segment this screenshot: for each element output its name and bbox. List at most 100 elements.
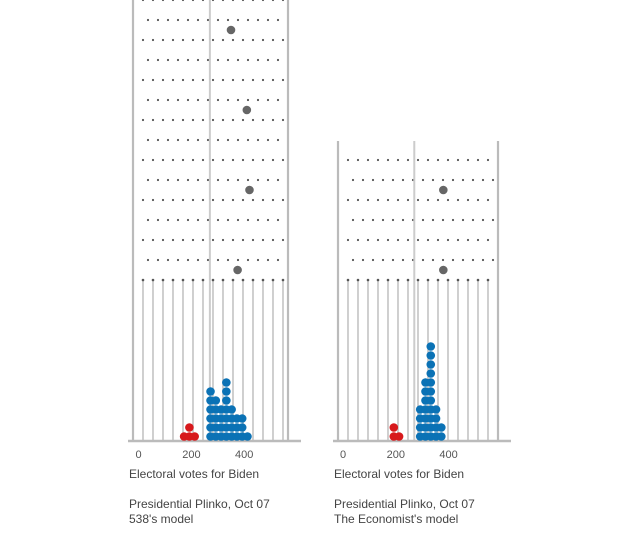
plinko-peg-538 <box>266 18 270 22</box>
plinko-peg-538 <box>146 218 150 222</box>
plinko-peg-economist <box>376 238 380 242</box>
plinko-peg-538 <box>151 198 155 202</box>
plinko-peg-economist <box>386 198 390 202</box>
plinko-peg-economist <box>481 178 485 182</box>
plinko-peg-538 <box>276 98 280 102</box>
plinko-peg-538 <box>276 218 280 222</box>
plinko-peg-538 <box>241 38 245 42</box>
plinko-peg-538 <box>201 118 205 122</box>
plinko-peg-538 <box>161 198 165 202</box>
divider-peg-economist <box>416 278 420 282</box>
plinko-peg-538 <box>171 78 175 82</box>
plinko-peg-economist <box>391 178 395 182</box>
plinko-peg-538 <box>261 198 265 202</box>
plinko-peg-economist <box>491 178 495 182</box>
plinko-peg-economist <box>441 218 445 222</box>
plinko-peg-538 <box>201 198 205 202</box>
plinko-peg-economist <box>486 198 490 202</box>
plinko-peg-economist <box>436 198 440 202</box>
plinko-peg-538 <box>251 118 255 122</box>
plinko-peg-538 <box>181 158 185 162</box>
plinko-peg-538 <box>256 18 260 22</box>
plinko-peg-538 <box>146 178 150 182</box>
plinko-peg-economist <box>361 218 365 222</box>
plinko-peg-economist <box>416 158 420 162</box>
plinko-peg-economist <box>386 158 390 162</box>
plinko-peg-538 <box>256 58 260 62</box>
plinko-peg-538 <box>256 178 260 182</box>
plinko-peg-economist <box>461 258 465 262</box>
plinko-peg-538 <box>141 238 145 242</box>
plinko-peg-538 <box>161 158 165 162</box>
plinko-peg-538 <box>251 38 255 42</box>
plinko-peg-538 <box>151 118 155 122</box>
plinko-peg-538 <box>271 238 275 242</box>
plinko-peg-economist <box>356 158 360 162</box>
chart-title-538: Presidential Plinko, Oct 07 <box>129 497 270 511</box>
x-tick-label-economist: 400 <box>439 449 457 461</box>
plinko-peg-economist <box>456 238 460 242</box>
plinko-peg-538 <box>226 138 230 142</box>
plinko-peg-538 <box>186 138 190 142</box>
plinko-peg-538 <box>271 158 275 162</box>
outcome-ball-economist <box>426 351 436 360</box>
plinko-peg-538 <box>206 218 210 222</box>
plinko-peg-economist <box>431 178 435 182</box>
outcome-ball-538 <box>206 387 215 396</box>
plinko-peg-538 <box>166 18 170 22</box>
plinko-peg-538 <box>141 78 145 82</box>
plinko-peg-economist <box>356 198 360 202</box>
plinko-peg-538 <box>141 118 145 122</box>
plinko-peg-538 <box>206 98 210 102</box>
plinko-peg-538 <box>171 158 175 162</box>
plinko-peg-economist <box>426 198 430 202</box>
divider-peg-538 <box>251 278 255 282</box>
divider-peg-economist <box>346 278 350 282</box>
plinko-peg-538 <box>206 58 210 62</box>
divider-peg-economist <box>376 278 380 282</box>
plinko-peg-538 <box>241 198 245 202</box>
outcome-ball-economist <box>437 423 446 432</box>
plinko-peg-538 <box>206 258 210 262</box>
plinko-peg-538 <box>231 238 235 242</box>
outcome-ball-538 <box>222 387 231 396</box>
plinko-peg-538 <box>166 178 170 182</box>
divider-peg-economist <box>366 278 370 282</box>
plinko-peg-economist <box>351 218 355 222</box>
divider-peg-economist <box>476 278 480 282</box>
plinko-peg-538 <box>166 98 170 102</box>
plinko-peg-538 <box>236 258 240 262</box>
plinko-peg-538 <box>211 198 215 202</box>
plinko-peg-538 <box>166 258 170 262</box>
plinko-peg-economist <box>376 198 380 202</box>
plinko-peg-538 <box>226 218 230 222</box>
plinko-peg-538 <box>226 98 230 102</box>
plinko-peg-economist <box>441 258 445 262</box>
plinko-peg-538 <box>256 258 260 262</box>
plinko-peg-538 <box>181 238 185 242</box>
plinko-peg-538 <box>221 198 225 202</box>
plinko-peg-538 <box>186 98 190 102</box>
plinko-peg-economist <box>406 158 410 162</box>
divider-peg-economist <box>456 278 460 282</box>
plinko-peg-538 <box>156 258 160 262</box>
plinko-peg-538 <box>276 58 280 62</box>
plinko-peg-538 <box>141 158 145 162</box>
plinko-peg-economist <box>371 258 375 262</box>
plinko-peg-538 <box>196 58 200 62</box>
plinko-peg-economist <box>376 158 380 162</box>
plinko-peg-economist <box>471 178 475 182</box>
divider-peg-538 <box>211 278 215 282</box>
plinko-peg-538 <box>176 58 180 62</box>
divider-peg-economist <box>436 278 440 282</box>
plinko-peg-538 <box>206 138 210 142</box>
plinko-peg-538 <box>266 258 270 262</box>
plinko-peg-538 <box>231 118 235 122</box>
plinko-peg-538 <box>246 58 250 62</box>
plinko-peg-538 <box>186 18 190 22</box>
plinko-peg-538 <box>276 18 280 22</box>
plinko-peg-538 <box>226 178 230 182</box>
plinko-peg-economist <box>381 258 385 262</box>
plinko-peg-538 <box>236 138 240 142</box>
plinko-peg-538 <box>261 238 265 242</box>
